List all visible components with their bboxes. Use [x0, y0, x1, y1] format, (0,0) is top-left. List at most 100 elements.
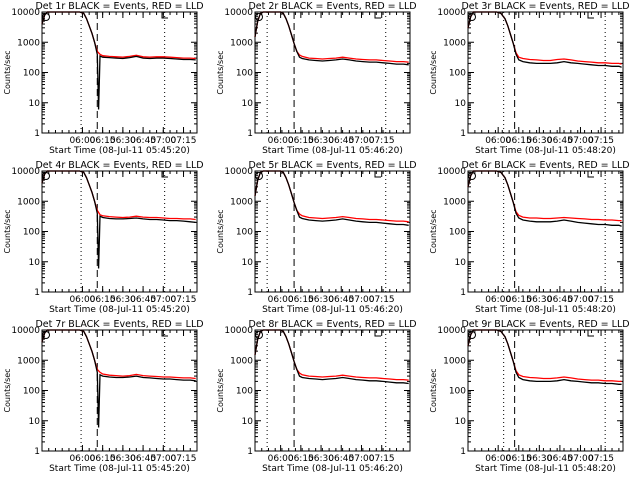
series-line-events: [467, 329, 622, 385]
x-axis-label: Start Time (08-Jul-11 05:46:20): [262, 464, 403, 474]
corner-marker: [161, 12, 168, 19]
y-tick-label: 1000: [443, 197, 466, 207]
y-axis-label: Counts/sec: [216, 209, 225, 253]
series-line-lld: [41, 170, 196, 221]
x-tick-label: 07:00: [150, 295, 176, 305]
x-tick-label: 06:15: [90, 454, 116, 464]
plot-panel-det-4: Det 4r BLACK = Events, RED = LLD 1 10 100 10…: [3, 160, 204, 315]
x-axis-label: Start Time (08-Jul-11 05:46:20): [262, 146, 403, 156]
plot-title: Det 5r BLACK = Events, RED = LLD: [248, 160, 416, 171]
x-tick-label: 06:45: [130, 454, 156, 464]
y-tick-label: 10000: [224, 167, 253, 177]
x-axis-label: Start Time (08-Jul-11 05:45:20): [49, 146, 190, 156]
plot-frame: [41, 329, 198, 452]
x-tick-label: 06:30: [308, 295, 334, 305]
x-tick-label: 07:15: [588, 295, 614, 305]
y-tick-label: 1000: [443, 356, 466, 366]
x-tick-label: 06:30: [110, 136, 136, 146]
y-axis-label: Counts/sec: [3, 50, 12, 94]
x-tick-label: 07:15: [171, 295, 197, 305]
series-line-lld: [467, 11, 622, 65]
y-tick-label: 1000: [17, 38, 40, 48]
x-tick-label: 06:30: [526, 295, 552, 305]
x-tick-label: 07:15: [369, 454, 395, 464]
y-axis-label: Counts/sec: [429, 209, 438, 253]
x-axis-label: Start Time (08-Jul-11 05:45:20): [49, 305, 190, 315]
series-line-lld: [254, 170, 409, 223]
plot-frame: [467, 170, 624, 293]
plot-title: Det 3r BLACK = Events, RED = LLD: [461, 1, 629, 12]
y-tick-label: 10000: [224, 8, 253, 18]
series-line-events: [467, 11, 622, 68]
y-tick-label: 100: [23, 387, 40, 397]
y-tick-label: 1: [460, 288, 466, 298]
series-line-events: [254, 329, 409, 385]
plot-frame: [254, 329, 411, 452]
start-marker: [42, 172, 50, 180]
plot-panel-det-6: Det 6r BLACK = Events, RED = LLD 1 10 100 10…: [429, 160, 630, 315]
x-tick-label: 06:30: [110, 295, 136, 305]
corner-marker: [374, 171, 381, 178]
x-tick-label: 06:00: [268, 454, 294, 464]
y-tick-label: 100: [449, 228, 466, 238]
x-tick-label: 06:15: [288, 454, 314, 464]
y-tick-label: 1: [247, 447, 253, 457]
corner-marker: [587, 330, 594, 337]
y-tick-label: 10: [455, 99, 467, 109]
x-tick-label: 07:15: [369, 295, 395, 305]
y-tick-label: 100: [23, 69, 40, 79]
plot-title: Det 1r BLACK = Events, RED = LLD: [35, 1, 203, 12]
x-tick-label: 07:15: [171, 136, 197, 146]
y-tick-label: 1: [460, 129, 466, 139]
x-tick-label: 06:30: [308, 454, 334, 464]
y-axis-label: Counts/sec: [216, 368, 225, 412]
y-tick-label: 100: [23, 228, 40, 238]
x-axis-label: Start Time (08-Jul-11 05:45:20): [49, 464, 190, 474]
y-tick-label: 1000: [230, 356, 253, 366]
y-tick-label: 10000: [224, 326, 253, 336]
y-tick-label: 1: [247, 129, 253, 139]
y-tick-label: 10: [242, 258, 254, 268]
y-tick-label: 1: [460, 447, 466, 457]
x-tick-label: 06:00: [485, 454, 511, 464]
start-marker: [42, 331, 50, 339]
x-tick-label: 07:00: [150, 454, 176, 464]
y-tick-label: 10: [455, 417, 467, 427]
series-line-events: [41, 329, 196, 428]
plot-title: Det 8r BLACK = Events, RED = LLD: [248, 319, 416, 330]
x-tick-label: 06:45: [328, 454, 354, 464]
plot-title: Det 7r BLACK = Events, RED = LLD: [35, 319, 203, 330]
series-line-events: [41, 11, 196, 110]
series-line-events: [254, 170, 409, 226]
y-tick-label: 1: [34, 129, 40, 139]
y-tick-label: 1: [34, 447, 40, 457]
x-tick-label: 07:00: [568, 136, 594, 146]
y-tick-label: 100: [449, 387, 466, 397]
series-line-lld: [467, 170, 622, 222]
plot-frame: [254, 11, 411, 134]
y-tick-label: 1000: [230, 197, 253, 207]
x-tick-label: 07:15: [588, 454, 614, 464]
series-line-lld: [41, 11, 196, 60]
corner-marker: [161, 330, 168, 337]
x-tick-label: 06:45: [130, 295, 156, 305]
x-tick-label: 06:15: [288, 295, 314, 305]
x-tick-label: 07:00: [568, 454, 594, 464]
x-tick-label: 06:45: [547, 136, 573, 146]
y-tick-label: 10: [455, 258, 467, 268]
plot-frame: [467, 329, 624, 452]
y-axis-label: Counts/sec: [216, 50, 225, 94]
plot-title: Det 9r BLACK = Events, RED = LLD: [461, 319, 629, 330]
plot-panel-det-3: Det 3r BLACK = Events, RED = LLD 1 10 100 10…: [429, 1, 630, 156]
series-line-lld: [254, 11, 409, 63]
x-axis-label: Start Time (08-Jul-11 05:46:20): [262, 305, 403, 315]
corner-marker: [374, 12, 381, 19]
plot-panel-det-5: Det 5r BLACK = Events, RED = LLD 1 10 100 10…: [216, 160, 417, 315]
x-axis-label: Start Time (08-Jul-11 05:48:20): [475, 464, 616, 474]
x-tick-label: 06:45: [328, 136, 354, 146]
y-tick-label: 1000: [17, 356, 40, 366]
x-tick-label: 07:00: [349, 454, 375, 464]
series-line-lld: [254, 329, 409, 381]
plot-panel-det-2: Det 2r BLACK = Events, RED = LLD 1 10 100 10…: [216, 1, 417, 156]
x-axis-label: Start Time (08-Jul-11 05:48:20): [475, 305, 616, 315]
